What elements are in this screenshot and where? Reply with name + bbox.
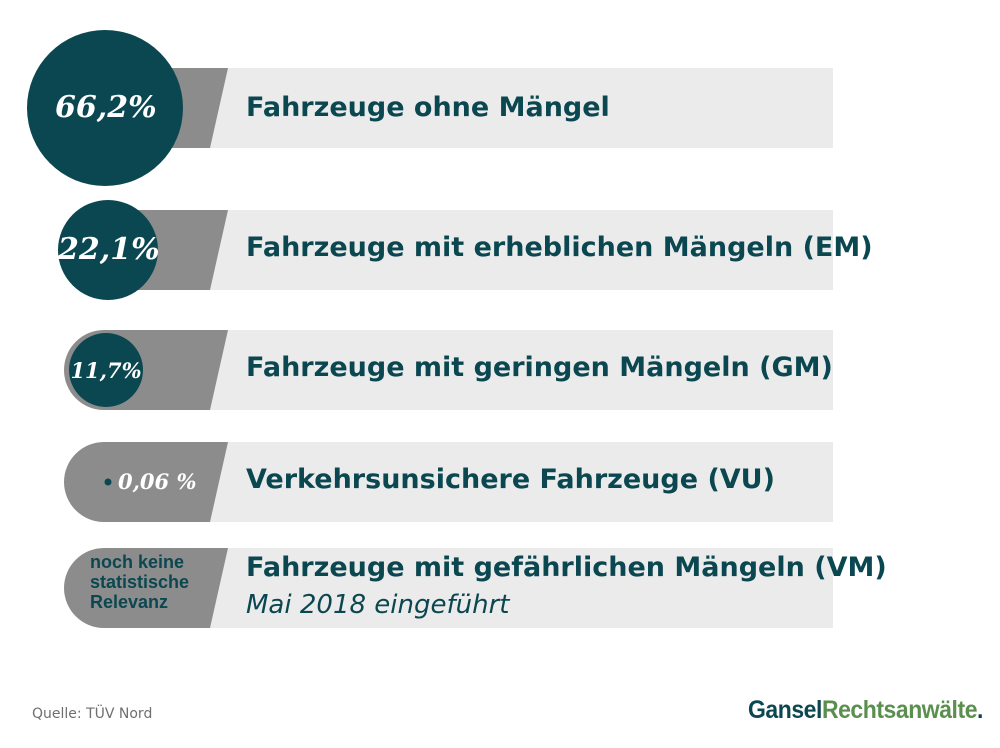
value-label: 11,7% (70, 358, 142, 383)
chart-row-verkehrsunsicher: 0,06 % Verkehrsunsichere Fahrzeuge (VU) (0, 442, 1000, 522)
value-label: 22,1% (58, 232, 160, 267)
brand-name: Gansel (748, 696, 822, 724)
row-3-graphics (64, 330, 833, 410)
category-label: Fahrzeuge ohne Mängel (246, 92, 610, 123)
value-label: 66,2% (55, 90, 157, 125)
category-label: Verkehrsunsichere Fahrzeuge (VU) (246, 464, 775, 495)
label-bar (200, 548, 833, 628)
row-4-graphics (64, 442, 833, 522)
chart-row-geringe-maengel: 11,7% Fahrzeuge mit geringen Mängeln (GM… (0, 330, 1000, 410)
source-note: Quelle: TÜV Nord (32, 706, 153, 722)
value-bubble (104, 478, 112, 486)
relevance-note: noch keine statistische Relevanz (90, 552, 190, 612)
label-bar (200, 442, 833, 522)
row-2-graphics (58, 200, 833, 300)
chart-row-ohne-maengel: 66,2% Fahrzeuge ohne Mängel (0, 30, 1000, 186)
tab-shape (64, 548, 228, 628)
value-bubble (58, 200, 158, 300)
tab-shape (64, 442, 228, 522)
row-1-graphics (27, 30, 833, 186)
category-label: Fahrzeuge mit geringen Mängeln (GM) (246, 352, 833, 383)
brand-dot: . (977, 696, 983, 724)
value-bubble (69, 333, 143, 407)
label-bar (200, 330, 833, 410)
category-label: Fahrzeuge mit erheblichen Mängeln (EM) (246, 232, 873, 263)
row-5-graphics (64, 548, 833, 628)
brand-logo: GanselRechtsanwälte. (748, 696, 983, 725)
chart-row-gefaehrliche-maengel: noch keine statistische Relevanz Fahrzeu… (0, 548, 1000, 628)
category-label: Fahrzeuge mit gefährlichen Mängeln (VM) (246, 552, 887, 583)
label-bar (200, 210, 833, 290)
value-bubble (27, 30, 183, 186)
chart-row-erhebliche-maengel: 22,1% Fahrzeuge mit erheblichen Mängeln … (0, 200, 1000, 300)
value-label: 0,06 % (118, 469, 197, 494)
brand-suffix: Rechtsanwälte (821, 696, 978, 724)
category-sublabel: Mai 2018 eingeführt (246, 590, 510, 620)
label-bar (200, 68, 833, 148)
